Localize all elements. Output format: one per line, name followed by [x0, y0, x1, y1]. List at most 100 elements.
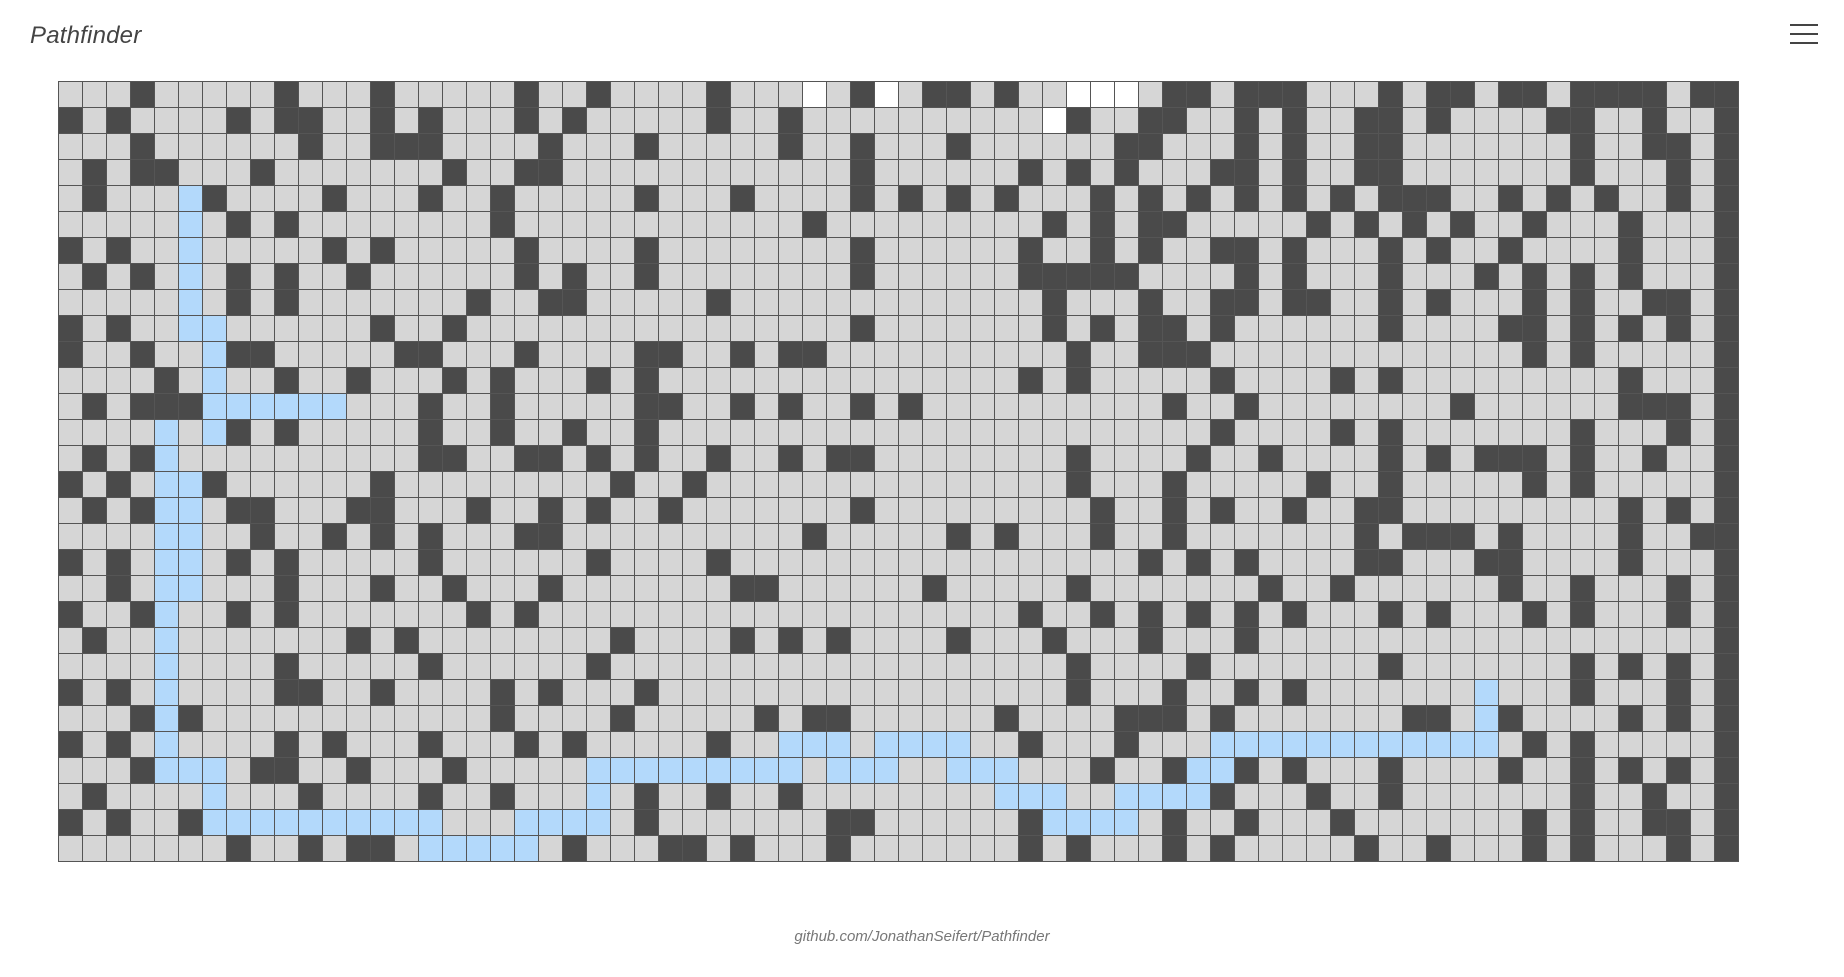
grid-cell-visited[interactable] [371, 394, 395, 420]
grid-cell-wall[interactable] [227, 420, 251, 446]
grid-cell-visited[interactable] [683, 446, 707, 472]
grid-cell-visited[interactable] [875, 394, 899, 420]
grid-cell-visited[interactable] [1691, 186, 1715, 212]
grid-cell-visited[interactable] [611, 82, 635, 108]
grid-cell-visited[interactable] [851, 420, 875, 446]
grid-cell-visited[interactable] [323, 654, 347, 680]
grid-cell-visited[interactable] [395, 836, 419, 862]
grid-cell-visited[interactable] [587, 524, 611, 550]
grid-cell-visited[interactable] [707, 628, 731, 654]
grid-cell-visited[interactable] [1595, 550, 1619, 576]
grid-cell-visited[interactable] [587, 290, 611, 316]
grid-cell-visited[interactable] [1691, 732, 1715, 758]
grid-cell-visited[interactable] [563, 576, 587, 602]
grid-cell-visited[interactable] [227, 186, 251, 212]
grid-cell-visited[interactable] [371, 186, 395, 212]
grid-cell-wall[interactable] [563, 732, 587, 758]
grid-cell-visited[interactable] [347, 212, 371, 238]
grid-cell-visited[interactable] [899, 810, 923, 836]
grid-cell-visited[interactable] [1403, 628, 1427, 654]
grid-cell-wall[interactable] [1667, 316, 1691, 342]
grid-cell-visited[interactable] [1139, 264, 1163, 290]
grid-cell-visited[interactable] [1019, 394, 1043, 420]
grid-cell-visited[interactable] [971, 368, 995, 394]
grid-cell-visited[interactable] [467, 394, 491, 420]
grid-cell-wall[interactable] [947, 186, 971, 212]
grid-cell-visited[interactable] [179, 342, 203, 368]
grid-cell-visited[interactable] [275, 524, 299, 550]
grid-cell-wall[interactable] [1571, 316, 1595, 342]
grid-cell-path[interactable] [203, 758, 227, 784]
grid-cell-wall[interactable] [227, 498, 251, 524]
grid-cell-wall[interactable] [371, 82, 395, 108]
grid-cell-visited[interactable] [755, 212, 779, 238]
grid-cell-visited[interactable] [659, 290, 683, 316]
grid-cell-visited[interactable] [731, 446, 755, 472]
grid-cell-wall[interactable] [635, 810, 659, 836]
grid-cell-visited[interactable] [515, 472, 539, 498]
grid-cell-visited[interactable] [347, 706, 371, 732]
grid-cell-visited[interactable] [1595, 160, 1619, 186]
grid-cell-visited[interactable] [587, 602, 611, 628]
grid-cell-visited[interactable] [1211, 628, 1235, 654]
grid-cell-visited[interactable] [1355, 368, 1379, 394]
grid-cell-visited[interactable] [1547, 160, 1571, 186]
grid-cell-visited[interactable] [491, 160, 515, 186]
grid-cell-visited[interactable] [1499, 108, 1523, 134]
grid-cell-visited[interactable] [323, 784, 347, 810]
grid-cell-visited[interactable] [707, 602, 731, 628]
grid-cell-visited[interactable] [1691, 134, 1715, 160]
grid-cell-wall[interactable] [1715, 550, 1739, 576]
grid-cell-visited[interactable] [347, 342, 371, 368]
grid-cell-wall[interactable] [107, 108, 131, 134]
grid-cell-wall[interactable] [59, 732, 83, 758]
grid-cell-visited[interactable] [1643, 368, 1667, 394]
grid-cell-visited[interactable] [1427, 680, 1451, 706]
grid-cell-visited[interactable] [707, 654, 731, 680]
grid-cell-visited[interactable] [1307, 264, 1331, 290]
grid-cell-visited[interactable] [1235, 446, 1259, 472]
grid-cell-visited[interactable] [467, 82, 491, 108]
grid-cell-wall[interactable] [1091, 264, 1115, 290]
grid-cell-visited[interactable] [731, 524, 755, 550]
grid-cell-visited[interactable] [1643, 238, 1667, 264]
grid-cell-visited[interactable] [1691, 238, 1715, 264]
grid-cell-visited[interactable] [923, 498, 947, 524]
grid-cell-visited[interactable] [1307, 134, 1331, 160]
grid-cell-visited[interactable] [827, 602, 851, 628]
grid-cell-path[interactable] [851, 758, 875, 784]
grid-cell-visited[interactable] [1451, 446, 1475, 472]
grid-cell-visited[interactable] [179, 628, 203, 654]
grid-cell-visited[interactable] [923, 238, 947, 264]
grid-cell-visited[interactable] [131, 576, 155, 602]
grid-cell-wall[interactable] [1571, 264, 1595, 290]
grid-cell-empty[interactable] [1043, 108, 1067, 134]
grid-cell-visited[interactable] [1547, 628, 1571, 654]
grid-cell-wall[interactable] [515, 732, 539, 758]
grid-cell-visited[interactable] [611, 550, 635, 576]
grid-cell-visited[interactable] [779, 654, 803, 680]
grid-cell-visited[interactable] [1451, 186, 1475, 212]
grid-cell-visited[interactable] [1235, 836, 1259, 862]
grid-cell-visited[interactable] [1211, 394, 1235, 420]
grid-cell-visited[interactable] [1355, 316, 1379, 342]
grid-cell-visited[interactable] [395, 576, 419, 602]
grid-cell-wall[interactable] [851, 134, 875, 160]
grid-cell-wall[interactable] [395, 134, 419, 160]
grid-cell-visited[interactable] [1547, 394, 1571, 420]
grid-cell-visited[interactable] [1283, 212, 1307, 238]
grid-cell-visited[interactable] [851, 602, 875, 628]
grid-cell-wall[interactable] [1475, 446, 1499, 472]
grid-cell-wall[interactable] [443, 160, 467, 186]
grid-cell-visited[interactable] [491, 732, 515, 758]
grid-cell-visited[interactable] [1427, 758, 1451, 784]
grid-cell-wall[interactable] [1715, 680, 1739, 706]
grid-cell-wall[interactable] [491, 212, 515, 238]
grid-cell-visited[interactable] [1283, 394, 1307, 420]
grid-cell-visited[interactable] [1595, 134, 1619, 160]
grid-cell-path[interactable] [947, 758, 971, 784]
grid-cell-visited[interactable] [1403, 836, 1427, 862]
grid-cell-visited[interactable] [755, 420, 779, 446]
grid-cell-visited[interactable] [755, 264, 779, 290]
grid-cell-visited[interactable] [1091, 342, 1115, 368]
